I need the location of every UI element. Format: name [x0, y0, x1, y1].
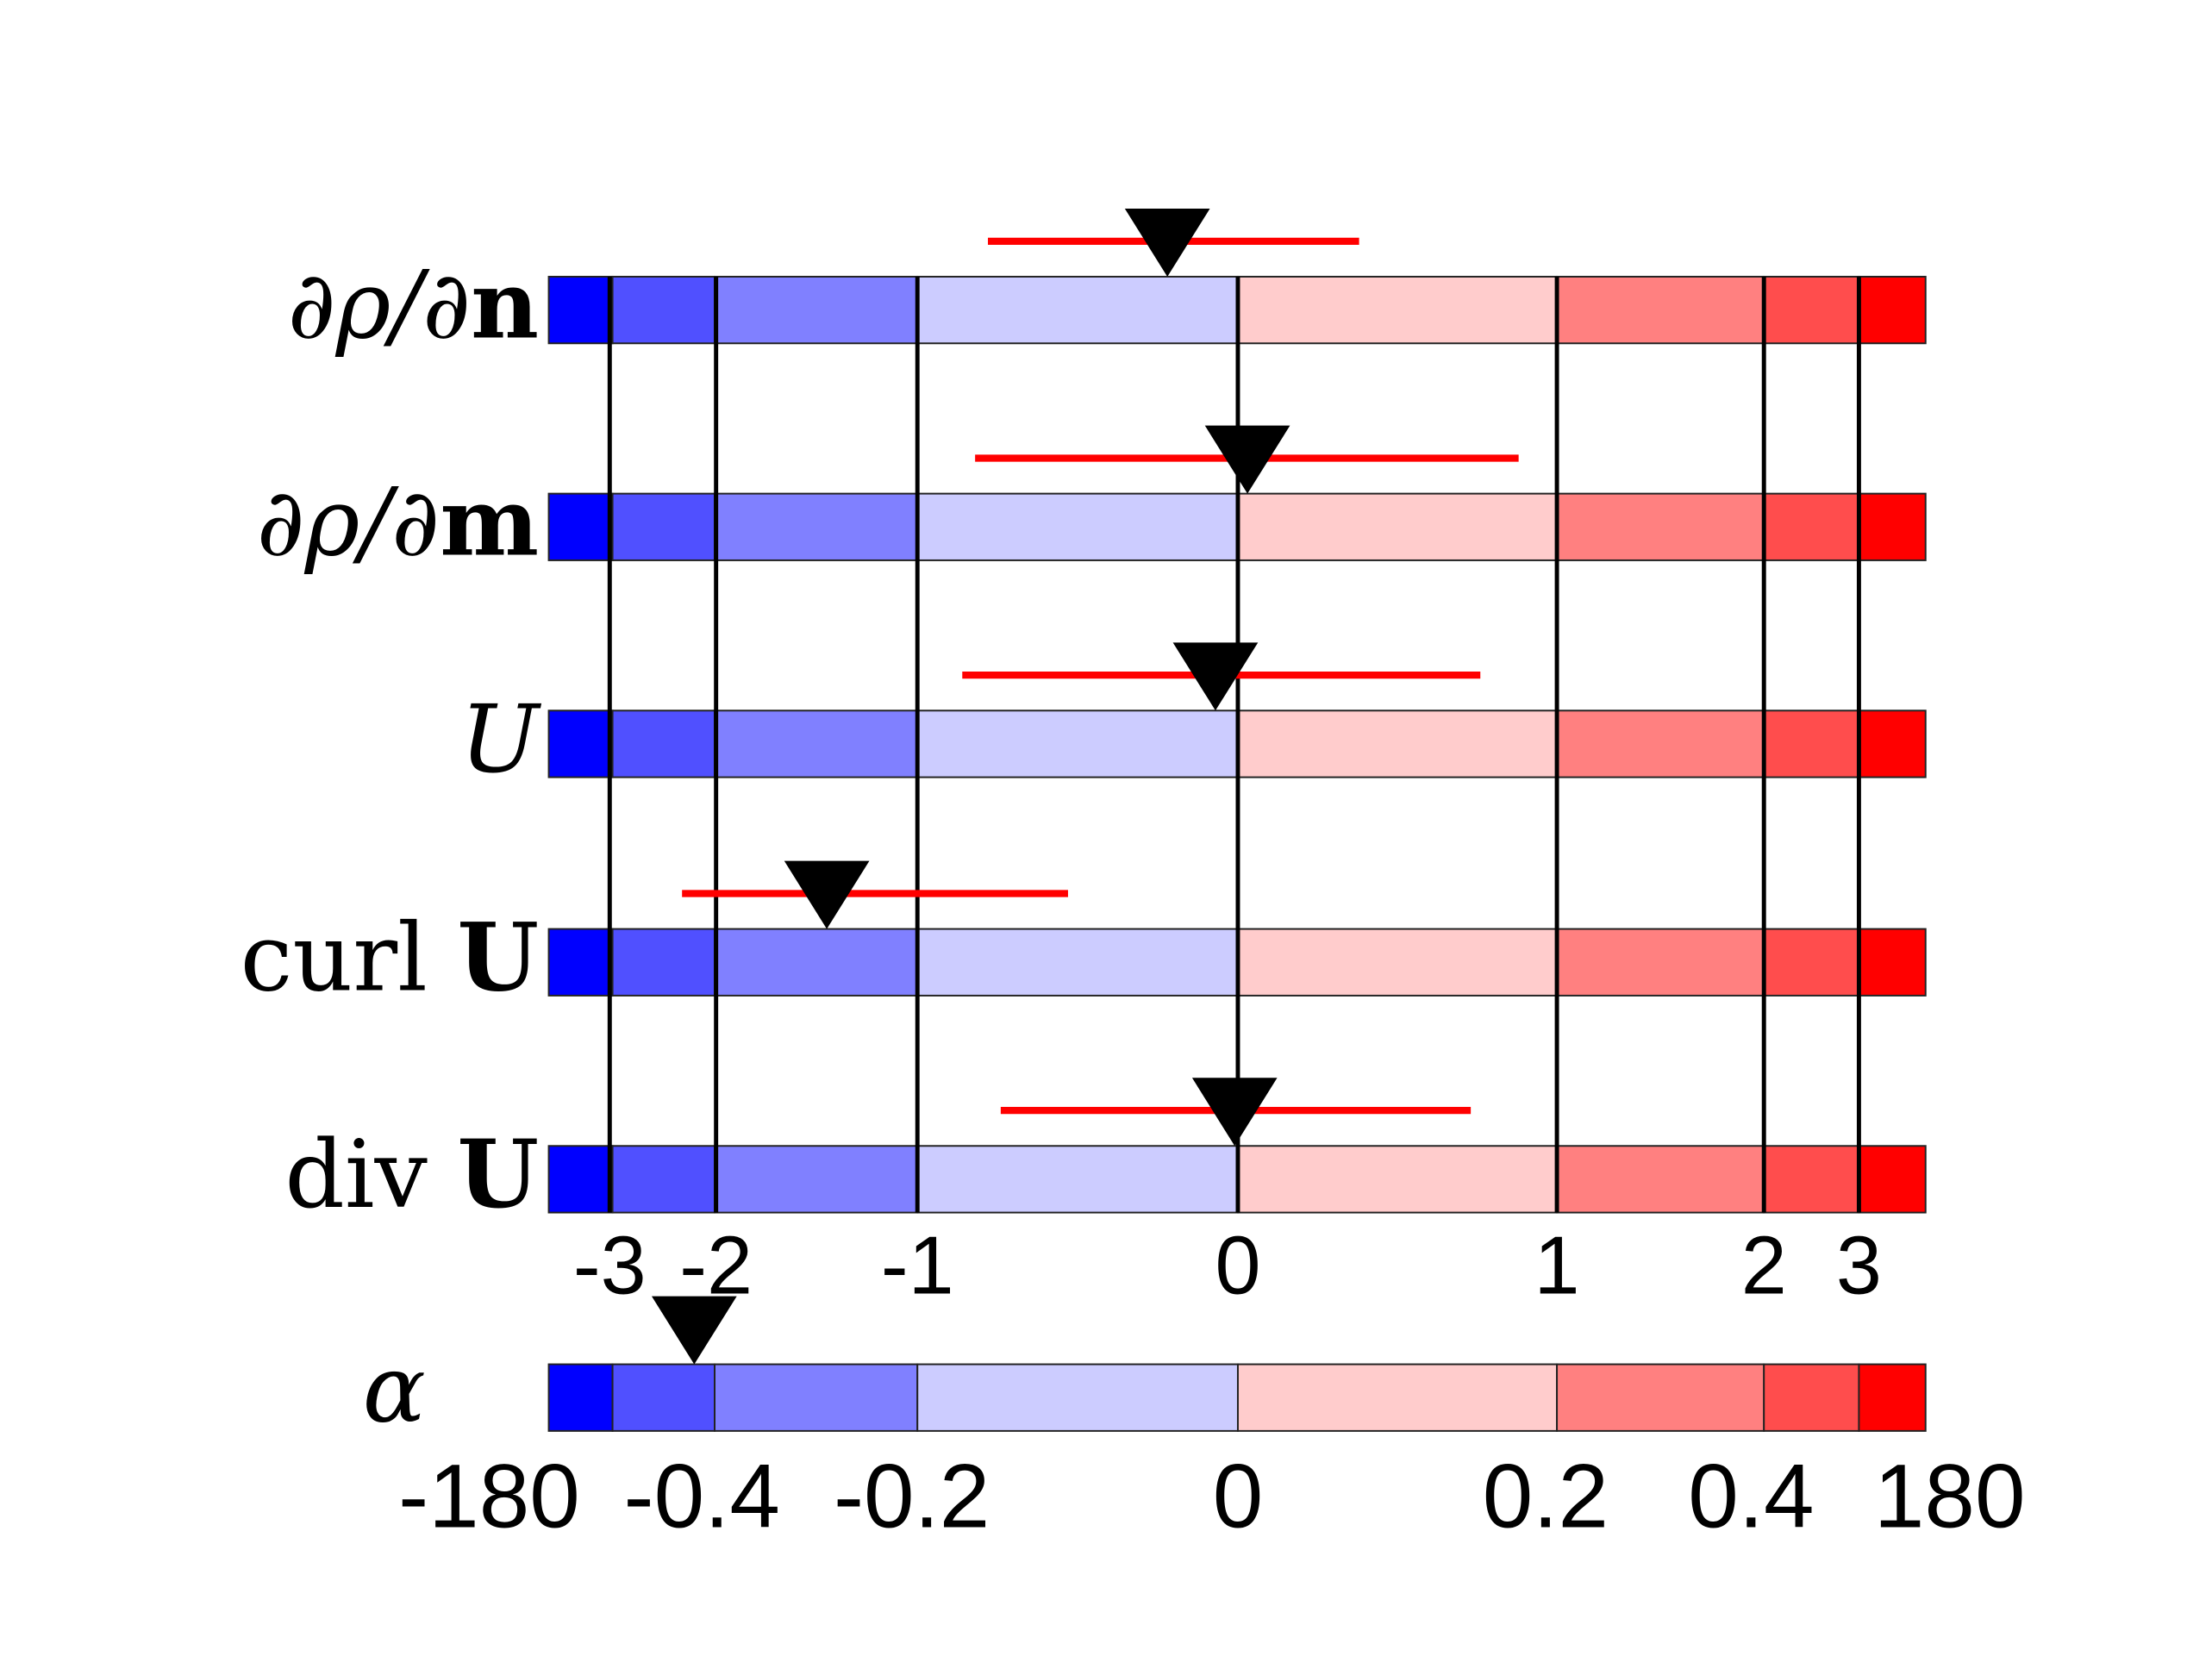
row-label-part: U	[460, 684, 542, 794]
alpha-label: α	[363, 1334, 426, 1443]
colorbar-segment	[1858, 275, 1927, 345]
colorbar-segment	[1763, 275, 1860, 345]
colorbar-segment	[1763, 928, 1860, 997]
alpha-tick-label: -0.4	[624, 1447, 780, 1547]
colorbar-segment	[611, 709, 716, 778]
triangle-marker	[1124, 208, 1210, 277]
alpha-tick-label: 0	[1213, 1447, 1264, 1547]
colorbar-segment	[1236, 928, 1559, 997]
triangle-marker	[1172, 642, 1259, 711]
alpha-tick-label: -180	[398, 1447, 580, 1547]
alpha-tick-label: 0.2	[1483, 1447, 1609, 1547]
alpha-tick-label: -0.2	[834, 1447, 990, 1547]
row-label: ∂ρ/∂n	[287, 250, 539, 360]
row-label: ∂ρ/∂m	[257, 466, 540, 577]
x-tick-label: -3	[573, 1220, 647, 1311]
colorbar-segment	[1556, 275, 1765, 345]
alpha-colorbar-segment	[714, 1363, 919, 1432]
colorbar-segment	[611, 492, 716, 561]
row-label-part: ∂ρ/∂	[257, 467, 441, 577]
alpha-triangle-marker	[651, 1296, 737, 1365]
colorbar-segment	[547, 275, 614, 345]
colorbar-segment	[1858, 709, 1927, 778]
row-label: div U	[284, 1119, 539, 1229]
alpha-colorbar-segment	[1236, 1363, 1559, 1432]
triangle-marker	[784, 860, 870, 929]
row-label-part: U	[457, 1119, 539, 1229]
colorbar-segment	[1556, 1145, 1765, 1214]
colorbar-segment	[1556, 928, 1765, 997]
alpha-colorbar-segment	[1556, 1363, 1765, 1432]
alpha-colorbar-segment	[547, 1363, 614, 1432]
triangle-marker	[1204, 425, 1290, 494]
alpha-colorbar-segment	[611, 1363, 716, 1432]
x-tick-label: 1	[1534, 1220, 1580, 1311]
colorbar-segment	[714, 1145, 919, 1214]
row-label: curl U	[241, 902, 539, 1012]
colorbar-segment	[714, 492, 919, 561]
colorbar-segment	[1763, 1145, 1860, 1214]
colorbar-segment	[916, 1145, 1239, 1214]
alpha-tick-label: 0.4	[1688, 1447, 1814, 1547]
x-tick-label: 0	[1215, 1220, 1260, 1311]
row-label-part: div	[284, 1120, 457, 1229]
x-tick-label: 3	[1836, 1220, 1882, 1311]
colorbar-segment	[1556, 492, 1765, 561]
colorbar-segment	[1236, 492, 1559, 561]
colorbar-segment	[1556, 709, 1765, 778]
colorbar-segment	[714, 275, 919, 345]
colorbar-segment	[916, 928, 1239, 997]
colorbar-segment	[1236, 275, 1559, 345]
colorbar-segment	[1858, 492, 1927, 561]
triangle-marker	[1191, 1078, 1278, 1147]
alpha-colorbar-segment	[1763, 1363, 1860, 1432]
colorbar-segment	[1763, 709, 1860, 778]
colorbar-segment	[611, 1145, 716, 1214]
colorbar-segment	[611, 275, 716, 345]
colorbar-segment	[916, 275, 1239, 345]
x-tick-label: 2	[1741, 1220, 1787, 1311]
row-label: U	[460, 684, 542, 794]
alpha-colorbar-segment	[916, 1363, 1239, 1432]
row-label-part: n	[471, 250, 539, 360]
colorbar-segment	[547, 1145, 614, 1214]
colorbar-segment	[916, 709, 1239, 778]
colorbar-segment	[1763, 492, 1860, 561]
colorbar-segment	[547, 492, 614, 561]
colorbar-segment	[714, 709, 919, 778]
colorbar-segment	[547, 709, 614, 778]
x-tick-label: -1	[881, 1220, 954, 1311]
alpha-colorbar-segment	[1858, 1363, 1927, 1432]
row-label-part: m	[440, 466, 539, 577]
colorbar-segment	[1236, 709, 1559, 778]
colorbar-segment	[1858, 1145, 1927, 1214]
colorbar-segment	[916, 492, 1239, 561]
colorbar-segment	[714, 928, 919, 997]
colorbar-segment	[611, 928, 716, 997]
row-label-part: ∂ρ/∂	[287, 251, 471, 360]
row-label-part: U	[457, 902, 539, 1012]
colorbar-segment	[1858, 928, 1927, 997]
row-label-part: curl	[241, 903, 458, 1012]
colorbar-segment	[547, 928, 614, 997]
alpha-tick-label: 180	[1874, 1447, 2026, 1547]
colorbar-segment	[1236, 1145, 1559, 1214]
